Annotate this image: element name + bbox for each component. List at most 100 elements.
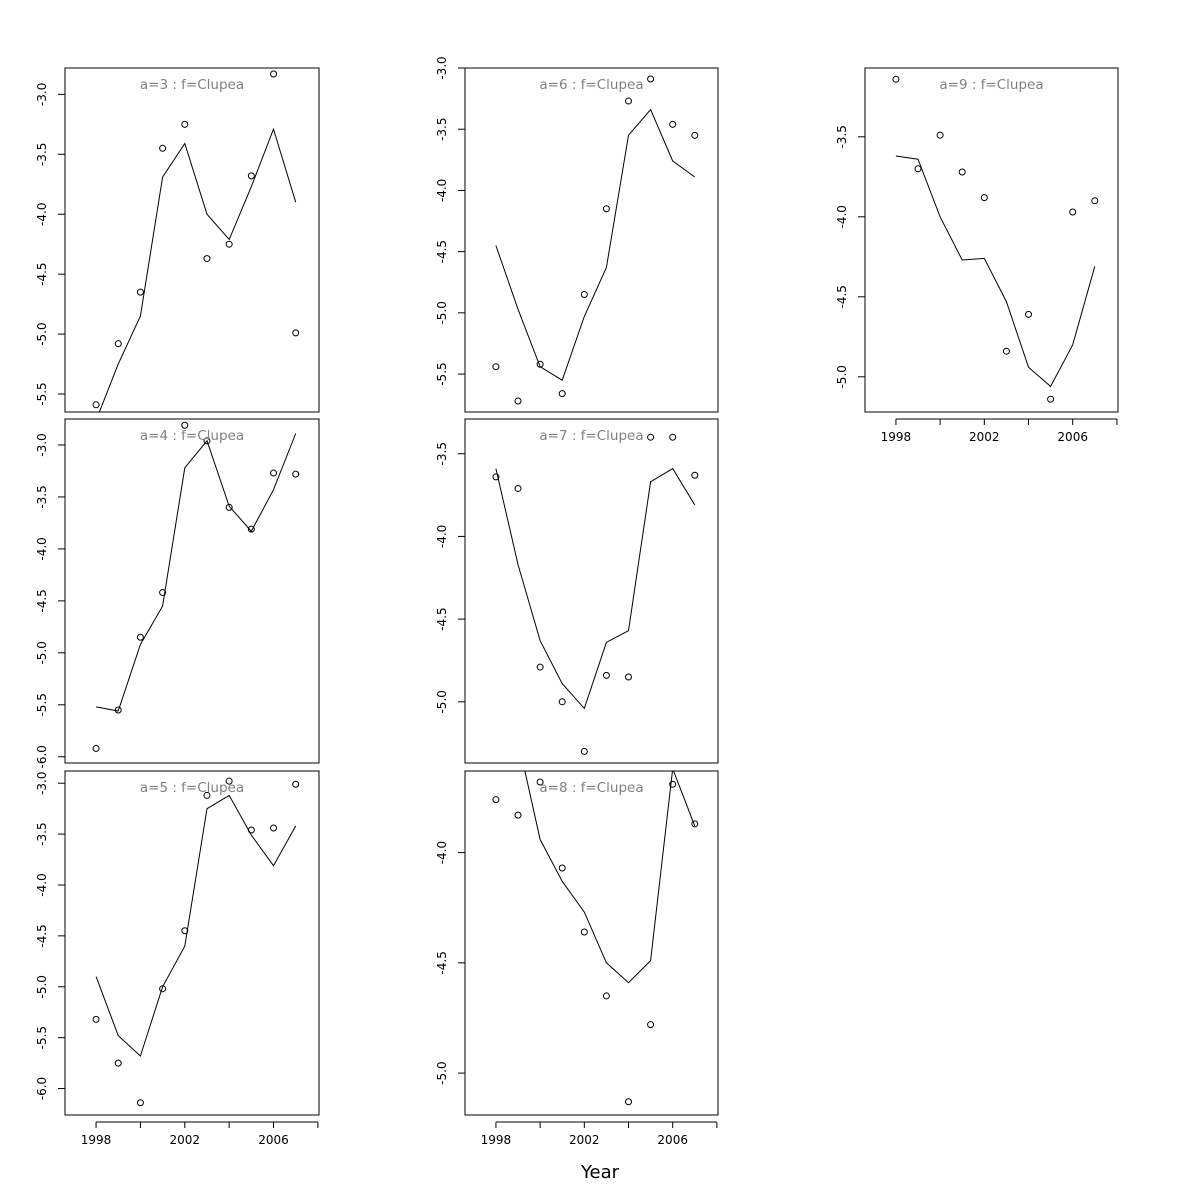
data-point [514, 397, 522, 405]
data-point [625, 1098, 633, 1106]
x-tick-label: 2002 [969, 430, 1000, 444]
x-tick-label: 2006 [1057, 430, 1088, 444]
data-point [647, 75, 655, 83]
y-tick-label: -4.0 [35, 873, 49, 896]
y-tick-label: -5.0 [435, 1061, 449, 1084]
data-point [558, 698, 566, 706]
y-tick-label: -5.5 [35, 382, 49, 405]
series-line [495, 108, 696, 381]
y-tick-label: -5.5 [35, 693, 49, 716]
panel-title: a=3 : f=Clupea [140, 77, 244, 93]
y-tick-label: -3.5 [835, 125, 849, 148]
chart-panel: -5.0 -4.5 -4.0 1998 2002 2006 a=8 : f=Clupea [435, 770, 719, 1147]
data-point [114, 1059, 122, 1067]
data-point [958, 168, 966, 176]
panel-title: a=7 : f=Clupea [539, 428, 643, 444]
y-tick-label: -3.0 [35, 772, 49, 795]
chart-panel: -5.5 -5.0 -4.5 -4.0 -3.5 -3.0 a=6 : f=Clupea [435, 56, 719, 413]
data-point [114, 340, 122, 348]
plot-frame [64, 770, 320, 1116]
y-tick-label: -3.5 [435, 117, 449, 140]
chart-panel: -5.0 -4.5 -4.0 -3.5 a=7 : f=Clupea [435, 418, 719, 764]
data-point [92, 1015, 100, 1023]
data-point [203, 791, 211, 799]
series-line [524, 771, 696, 984]
data-point [92, 744, 100, 752]
data-point [602, 992, 610, 1000]
data-point [92, 401, 100, 409]
y-tick-label: -5.0 [35, 641, 49, 664]
data-point [580, 747, 588, 755]
data-point [270, 824, 278, 832]
plot-frame [864, 67, 1119, 413]
y-tick-label: -3.0 [35, 83, 49, 106]
y-tick-label: -5.0 [35, 322, 49, 345]
data-point [270, 70, 278, 78]
y-tick-label: -4.5 [35, 262, 49, 285]
y-axis: -5.5 -5.0 -4.5 -4.0 -3.5 -3.0 [435, 56, 465, 386]
x-axis-title: Year [580, 1162, 620, 1183]
y-tick-label: -5.0 [435, 301, 449, 324]
data-point [625, 673, 633, 681]
y-axis: -5.5 -5.0 -4.5 -4.0 -3.5 -3.0 [35, 83, 65, 406]
data-point [1091, 197, 1099, 205]
y-tick-label: -4.5 [435, 607, 449, 630]
y-tick-label: -3.5 [35, 822, 49, 845]
data-point [580, 928, 588, 936]
chart-panel: -6.0 -5.5 -5.0 -4.5 -4.0 -3.5 -3.0 1998 2002 2006… [35, 770, 320, 1147]
x-tick-label: 1998 [481, 1133, 512, 1147]
y-tick-label: -4.5 [835, 285, 849, 308]
data-point [625, 97, 633, 105]
x-tick-label: 2006 [657, 1133, 688, 1147]
x-tick-label: 2002 [170, 1133, 201, 1147]
y-tick-label: -4.5 [35, 589, 49, 612]
chart-panel: -6.0 -5.5 -5.0 -4.5 -4.0 -3.5 -3.0 a=4 : f=Clup… [35, 418, 320, 768]
y-tick-label: -3.0 [35, 433, 49, 456]
x-axis: 1998 2002 2006 [481, 1121, 718, 1147]
y-tick-label: -5.0 [35, 975, 49, 998]
data-point [602, 671, 610, 679]
plot-frame [64, 418, 320, 764]
data-point [580, 290, 588, 298]
data-point [492, 363, 500, 371]
data-point [114, 706, 122, 714]
data-point [980, 194, 988, 202]
data-point [669, 780, 677, 788]
y-tick-label: -6.0 [35, 1077, 49, 1100]
series-line [98, 127, 297, 412]
y-tick-label: -5.5 [435, 362, 449, 385]
data-point [203, 437, 211, 445]
chart-panel: -5.5 -5.0 -4.5 -4.0 -3.5 -3.0 a=3 : f=Clupea [35, 67, 320, 413]
data-point [247, 826, 255, 834]
y-axis: -6.0 -5.5 -5.0 -4.5 -4.0 -3.5 -3.0 [35, 772, 65, 1100]
data-point [514, 484, 522, 492]
data-point [691, 131, 699, 139]
data-point [159, 589, 167, 597]
x-axis: 1998 2002 2006 [81, 1121, 319, 1147]
data-point [136, 288, 144, 296]
data-point [647, 433, 655, 441]
y-tick-label: -3.5 [435, 442, 449, 465]
panel-title: a=4 : f=Clupea [140, 428, 244, 444]
data-point [225, 240, 233, 248]
data-point [1047, 395, 1055, 403]
chart-panel: -5.0 -4.5 -4.0 -3.5 1998 2002 2006 a=9 : f=Clup… [835, 67, 1119, 444]
data-point [247, 525, 255, 533]
y-tick-label: -5.0 [435, 690, 449, 713]
data-point [647, 1021, 655, 1029]
data-point [181, 120, 189, 128]
data-point [691, 471, 699, 479]
series-line [895, 155, 1096, 388]
data-point [1069, 208, 1077, 216]
data-point [136, 633, 144, 641]
y-tick-label: -4.5 [35, 924, 49, 947]
data-point [936, 131, 944, 139]
x-tick-label: 2002 [569, 1133, 600, 1147]
data-point [1025, 310, 1033, 318]
x-tick-label: 1998 [81, 1133, 112, 1147]
data-point [514, 811, 522, 819]
data-point [292, 470, 300, 478]
panel-title: a=8 : f=Clupea [539, 780, 643, 796]
data-point [1002, 347, 1010, 355]
